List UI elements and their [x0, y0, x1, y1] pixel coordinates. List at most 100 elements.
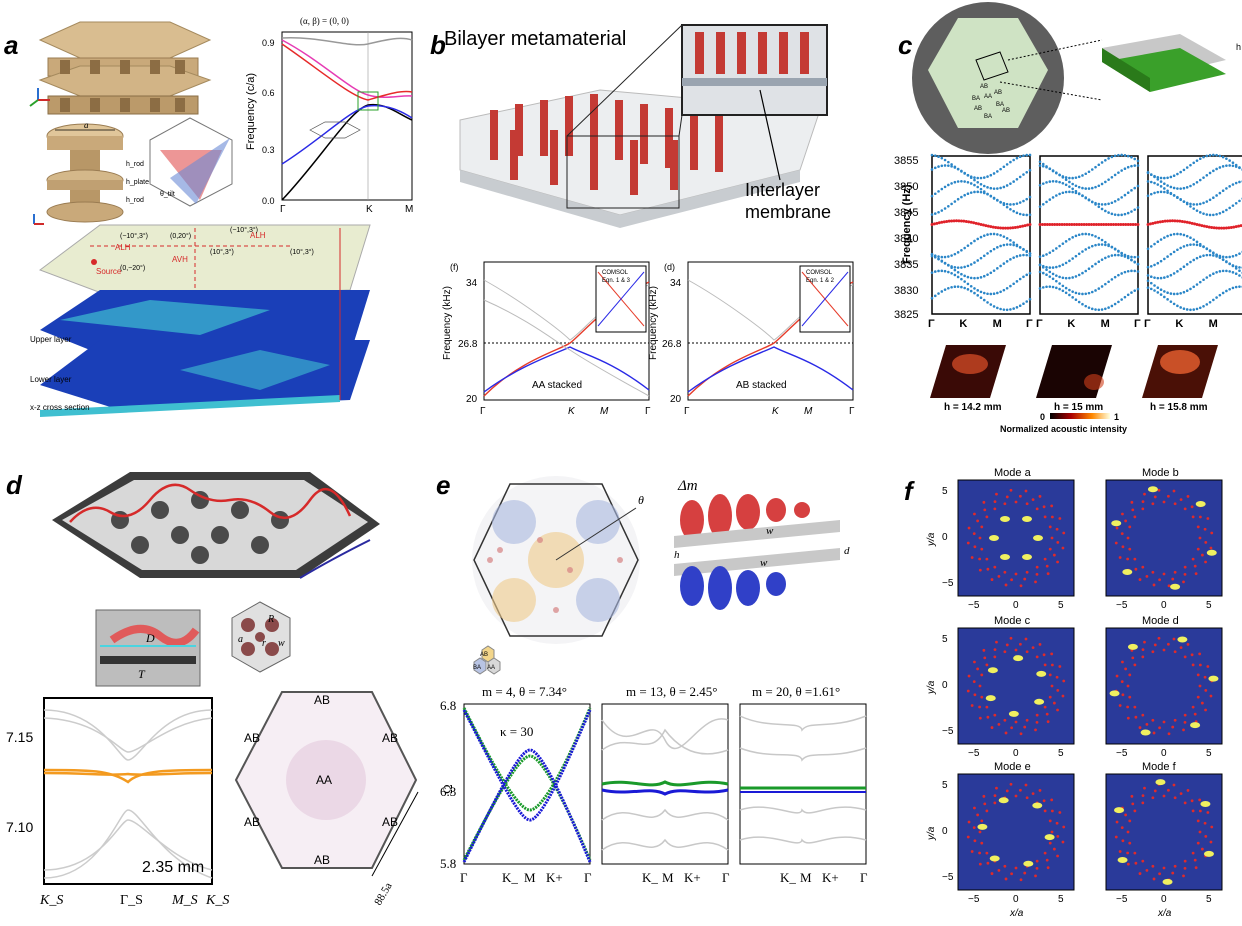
- band-point: [933, 270, 937, 273]
- ytick-a-3: 0.9: [262, 38, 275, 48]
- band-point: [950, 202, 953, 206]
- lattice-dot: [1183, 859, 1187, 863]
- band-point: [1084, 232, 1088, 236]
- lattice-dot: [1035, 507, 1039, 511]
- flat-band-point: [1232, 225, 1236, 229]
- band-point: [1202, 245, 1205, 248]
- lattice-dot: [1130, 500, 1134, 504]
- band-point: [1133, 186, 1137, 190]
- field-hotspot: [1195, 501, 1206, 508]
- flat-band-point: [969, 220, 973, 224]
- band-point: [1133, 261, 1137, 264]
- d-hex-0: AB: [314, 693, 330, 707]
- lattice-dot: [1183, 720, 1187, 724]
- f-xtick: −5: [968, 894, 980, 905]
- band-point: [937, 269, 940, 273]
- lattice-dot: [1014, 794, 1018, 798]
- flat-band-point: [964, 219, 968, 223]
- flat-band-point: [1202, 224, 1206, 228]
- band-point: [1156, 176, 1160, 179]
- band-point: [1094, 201, 1097, 205]
- band-point: [1100, 182, 1104, 186]
- lattice-dot: [1183, 507, 1187, 511]
- lattice-dot: [1121, 512, 1124, 516]
- band-point: [1189, 202, 1192, 206]
- flat-band-point: [1023, 224, 1027, 228]
- band-point: [1048, 266, 1052, 269]
- lattice-dot: [1058, 811, 1062, 814]
- band-point: [1028, 252, 1032, 255]
- band-point: [1018, 277, 1022, 281]
- band-point: [996, 233, 999, 236]
- lattice-dot: [1121, 839, 1125, 843]
- lattice-dot: [1050, 652, 1054, 656]
- flat-band-point: [967, 220, 971, 224]
- flat-band-point: [1180, 219, 1184, 223]
- band-point: [1012, 158, 1015, 162]
- lattice-dot: [1042, 799, 1046, 803]
- band-point: [1231, 271, 1235, 274]
- lattice-dot: [978, 705, 982, 709]
- lattice-dot: [1166, 494, 1170, 498]
- flat-band-point: [935, 221, 939, 225]
- e-xtick-2-2: M: [800, 870, 812, 885]
- band-point: [1221, 189, 1225, 193]
- flat-band-point: [1067, 222, 1071, 226]
- band-point: [953, 268, 957, 272]
- flat-band-point: [1060, 222, 1064, 226]
- band-point: [1022, 248, 1025, 251]
- band-point: [1136, 164, 1140, 167]
- band-point: [1149, 180, 1153, 184]
- band-point: [973, 176, 976, 179]
- band-point: [947, 263, 950, 267]
- band-point: [1130, 156, 1133, 159]
- flat-band-point: [1131, 222, 1135, 226]
- lattice-dot: [1043, 663, 1047, 667]
- band-point: [1185, 166, 1189, 169]
- layer-label-lower: Lower layer: [30, 375, 72, 384]
- bilayer-illustration: Interlayer membrane: [459, 24, 831, 228]
- band-point: [1149, 281, 1153, 285]
- band-point: [956, 167, 960, 171]
- band-point: [1074, 184, 1078, 188]
- lattice-dot: [993, 565, 997, 569]
- lattice-dot: [1050, 504, 1054, 508]
- band-b2-xtick-3: Γ: [849, 406, 855, 417]
- lattice-dot: [993, 648, 997, 652]
- band-point: [1055, 180, 1058, 183]
- lattice-dot: [1062, 531, 1066, 535]
- lattice-dot: [1186, 789, 1190, 792]
- panel-f: Mode a 5 0 −5 y/a −5 0 5 Mode b −5 0 5 Mode c 5 0 −5 y/a…: [926, 467, 1223, 919]
- band-point: [989, 232, 993, 236]
- lattice-dot: [1203, 821, 1207, 825]
- band-point: [1104, 243, 1107, 247]
- band-point: [1107, 211, 1110, 214]
- band-point: [1202, 254, 1205, 257]
- lattice-dot: [1182, 580, 1185, 584]
- flat-band-point: [1121, 222, 1125, 226]
- lattice-dot: [1141, 801, 1145, 805]
- lattice-dot: [1043, 851, 1047, 855]
- flat-band-point: [989, 225, 993, 229]
- f-xtick: 5: [1058, 600, 1064, 611]
- flat-band-point: [945, 219, 949, 223]
- lattice-dot: [1050, 798, 1054, 802]
- band-point: [1097, 308, 1101, 312]
- band-b-tag-1: (d): [664, 262, 675, 272]
- band-point: [1058, 173, 1061, 177]
- e-xtick-1-1: K_: [642, 870, 658, 885]
- panel-d: D T R a r w 7.15 7.10 2.35 mm K_S Γ_S M_…: [6, 472, 419, 908]
- band-point: [963, 265, 966, 269]
- band-point: [1084, 187, 1088, 190]
- c-xtick: Γ: [1036, 318, 1043, 330]
- lattice-dot: [1010, 578, 1014, 582]
- unit-cell-illustration: a h_rod h_plate h_rod: [33, 120, 149, 225]
- flat-band-point: [1227, 226, 1231, 230]
- band-point: [1048, 251, 1052, 254]
- band-point: [1208, 198, 1212, 202]
- lattice-dot: [993, 507, 997, 511]
- f-xtick: −5: [968, 600, 980, 611]
- band-point: [1182, 200, 1186, 203]
- band-point: [1238, 285, 1241, 288]
- flat-band-point: [1087, 222, 1091, 226]
